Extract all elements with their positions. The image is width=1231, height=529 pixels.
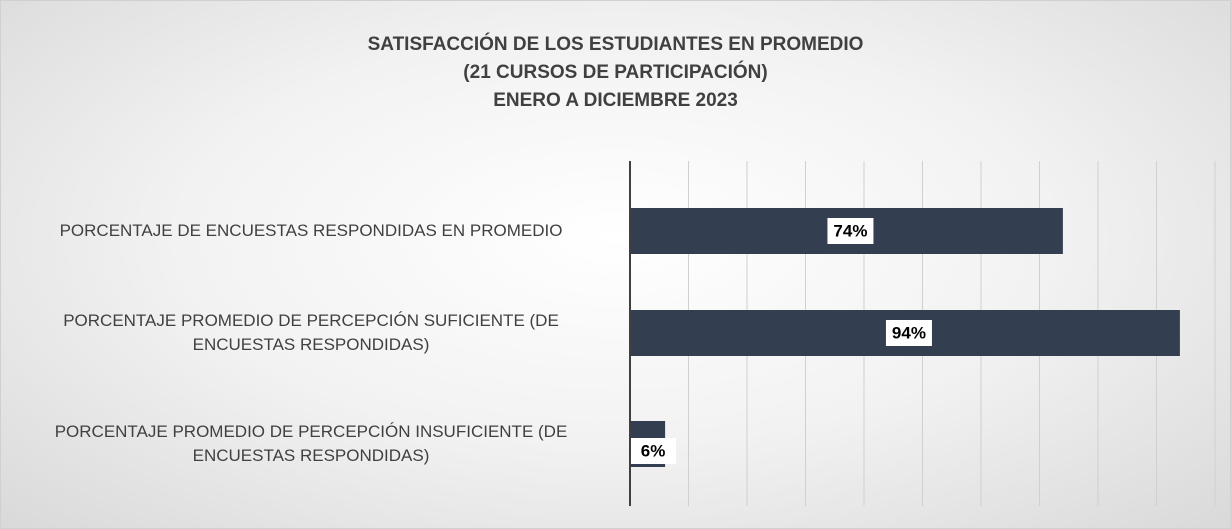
data-label-bg <box>885 320 932 346</box>
data-label-bg <box>630 438 677 464</box>
data-label: 94% <box>892 323 926 342</box>
chart-title: SATISFACCIÓN DE LOS ESTUDIANTES EN PROME… <box>367 34 864 55</box>
chart-title: (21 CURSOS DE PARTICIPACIÓN) <box>463 62 768 83</box>
data-label-bg <box>827 218 874 244</box>
y-tick-label: PORCENTAJE PROMEDIO DE PERCEPCIÓN INSUFI… <box>54 422 568 465</box>
y-tick-label: PORCENTAJE DE ENCUESTAS RESPONDIDAS EN P… <box>59 221 563 240</box>
data-label: 74% <box>833 221 867 240</box>
chart-title: ENERO A DICIEMBRE 2023 <box>493 90 738 111</box>
y-tick-label: PORCENTAJE PROMEDIO DE PERCEPCIÓN SUFICI… <box>63 311 559 354</box>
data-label: 6% <box>641 441 666 460</box>
